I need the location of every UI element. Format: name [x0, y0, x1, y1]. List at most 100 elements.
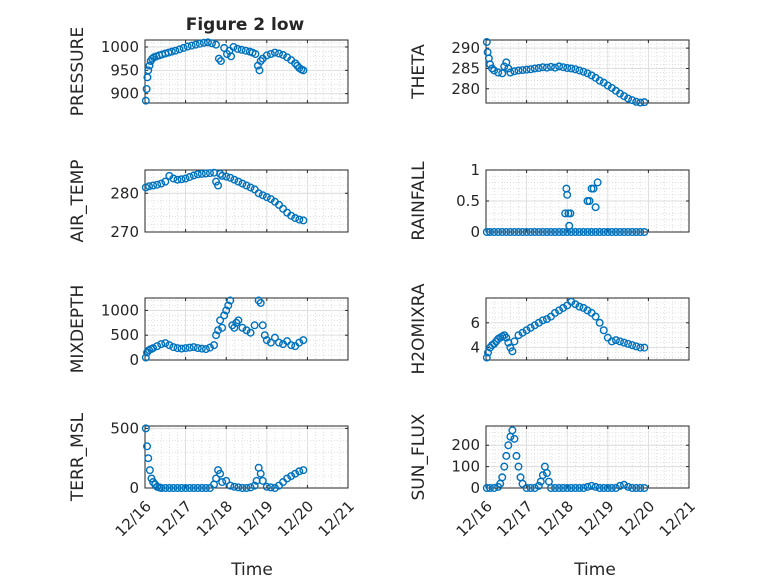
- data-point: [538, 316, 547, 325]
- data-point: [575, 227, 584, 236]
- figure-title: Figure 2 low: [186, 15, 305, 35]
- data-point: [624, 227, 633, 236]
- data-point: [486, 60, 495, 69]
- data-point: [579, 484, 588, 493]
- data-point: [295, 467, 304, 476]
- data-point: [494, 68, 503, 77]
- data-point: [636, 227, 645, 236]
- data-point: [546, 62, 555, 71]
- data-point: [620, 480, 629, 489]
- data-point: [141, 96, 150, 105]
- data-point: [157, 340, 166, 349]
- data-point: [486, 227, 495, 236]
- axes-box: [144, 169, 349, 233]
- data-point: [567, 64, 576, 73]
- x-axis-label-left: Time: [230, 560, 273, 580]
- data-point: [266, 483, 275, 492]
- data-point: [222, 172, 231, 181]
- data-point: [212, 177, 221, 186]
- data-point: [546, 227, 555, 236]
- y-tick-label: 270: [110, 223, 139, 241]
- data-point: [490, 66, 499, 75]
- data-point: [256, 57, 265, 66]
- data-point: [640, 227, 649, 236]
- data-point: [266, 50, 275, 59]
- data-point: [142, 84, 151, 93]
- data-point: [526, 227, 535, 236]
- data-point: [490, 227, 499, 236]
- data-point: [567, 297, 576, 306]
- data-point: [238, 179, 247, 188]
- data-point: [193, 484, 202, 493]
- y-tick-label: 6: [470, 314, 480, 332]
- data-point: [563, 484, 572, 493]
- data-point: [575, 302, 584, 311]
- data-point: [233, 44, 242, 53]
- data-point: [177, 344, 186, 353]
- data-point: [262, 482, 271, 491]
- data-point: [504, 441, 513, 450]
- data-point: [193, 170, 202, 179]
- data-point: [599, 484, 608, 493]
- data-point: [595, 227, 604, 236]
- data-point: [210, 341, 219, 350]
- data-point: [571, 65, 580, 74]
- data-point: [291, 59, 300, 68]
- data-point: [201, 484, 210, 493]
- data-point: [161, 484, 170, 493]
- data-point: [250, 481, 259, 490]
- data-point: [615, 337, 624, 346]
- data-point: [173, 484, 182, 493]
- data-point: [587, 227, 596, 236]
- data-point: [141, 424, 150, 433]
- data-point: [157, 179, 166, 188]
- data-point: [234, 177, 243, 186]
- data-point: [256, 298, 265, 307]
- data-point: [522, 65, 531, 74]
- subplot-1: 900 950 1000 PRESSURE: [68, 27, 349, 116]
- data-point: [201, 169, 210, 178]
- data-point: [615, 481, 624, 490]
- data-point: [258, 321, 267, 330]
- data-point: [632, 97, 641, 106]
- axes-box: [485, 39, 690, 104]
- data-point: [530, 64, 539, 73]
- data-point: [482, 38, 491, 47]
- data-point: [274, 49, 283, 58]
- data-point: [502, 451, 511, 460]
- data-point: [566, 209, 575, 218]
- data-point: [559, 63, 568, 72]
- data-point: [555, 484, 564, 493]
- data-point: [255, 66, 264, 75]
- data-point: [145, 466, 154, 475]
- data-point: [169, 174, 178, 183]
- subplot-4: 0 0.5 1 RAINFALL: [409, 161, 690, 241]
- data-point: [583, 306, 592, 315]
- y-tick-label: 500: [110, 419, 139, 437]
- data-point: [620, 338, 629, 347]
- data-point: [169, 343, 178, 352]
- data-point: [555, 62, 564, 71]
- data-point: [153, 342, 162, 351]
- y-tick-label: 500: [110, 326, 139, 344]
- data-point: [624, 339, 633, 348]
- data-point: [212, 331, 221, 340]
- data-point: [628, 96, 637, 105]
- data-point: [615, 227, 624, 236]
- data-point: [561, 209, 570, 218]
- data-point: [189, 484, 198, 493]
- y-axis-label: TERR_MSL: [68, 412, 88, 502]
- data-point: [538, 227, 547, 236]
- data-point: [506, 227, 515, 236]
- data-point: [595, 484, 604, 493]
- data-point: [218, 323, 227, 332]
- data-point: [167, 47, 176, 56]
- data-point: [246, 328, 255, 337]
- data-point: [238, 323, 247, 332]
- data-point: [575, 66, 584, 75]
- y-tick-label: 280: [451, 80, 480, 98]
- data-point: [591, 227, 600, 236]
- subplot-3: 270 280 AIR_TEMP: [68, 160, 349, 243]
- y-tick-label: 900: [110, 85, 139, 103]
